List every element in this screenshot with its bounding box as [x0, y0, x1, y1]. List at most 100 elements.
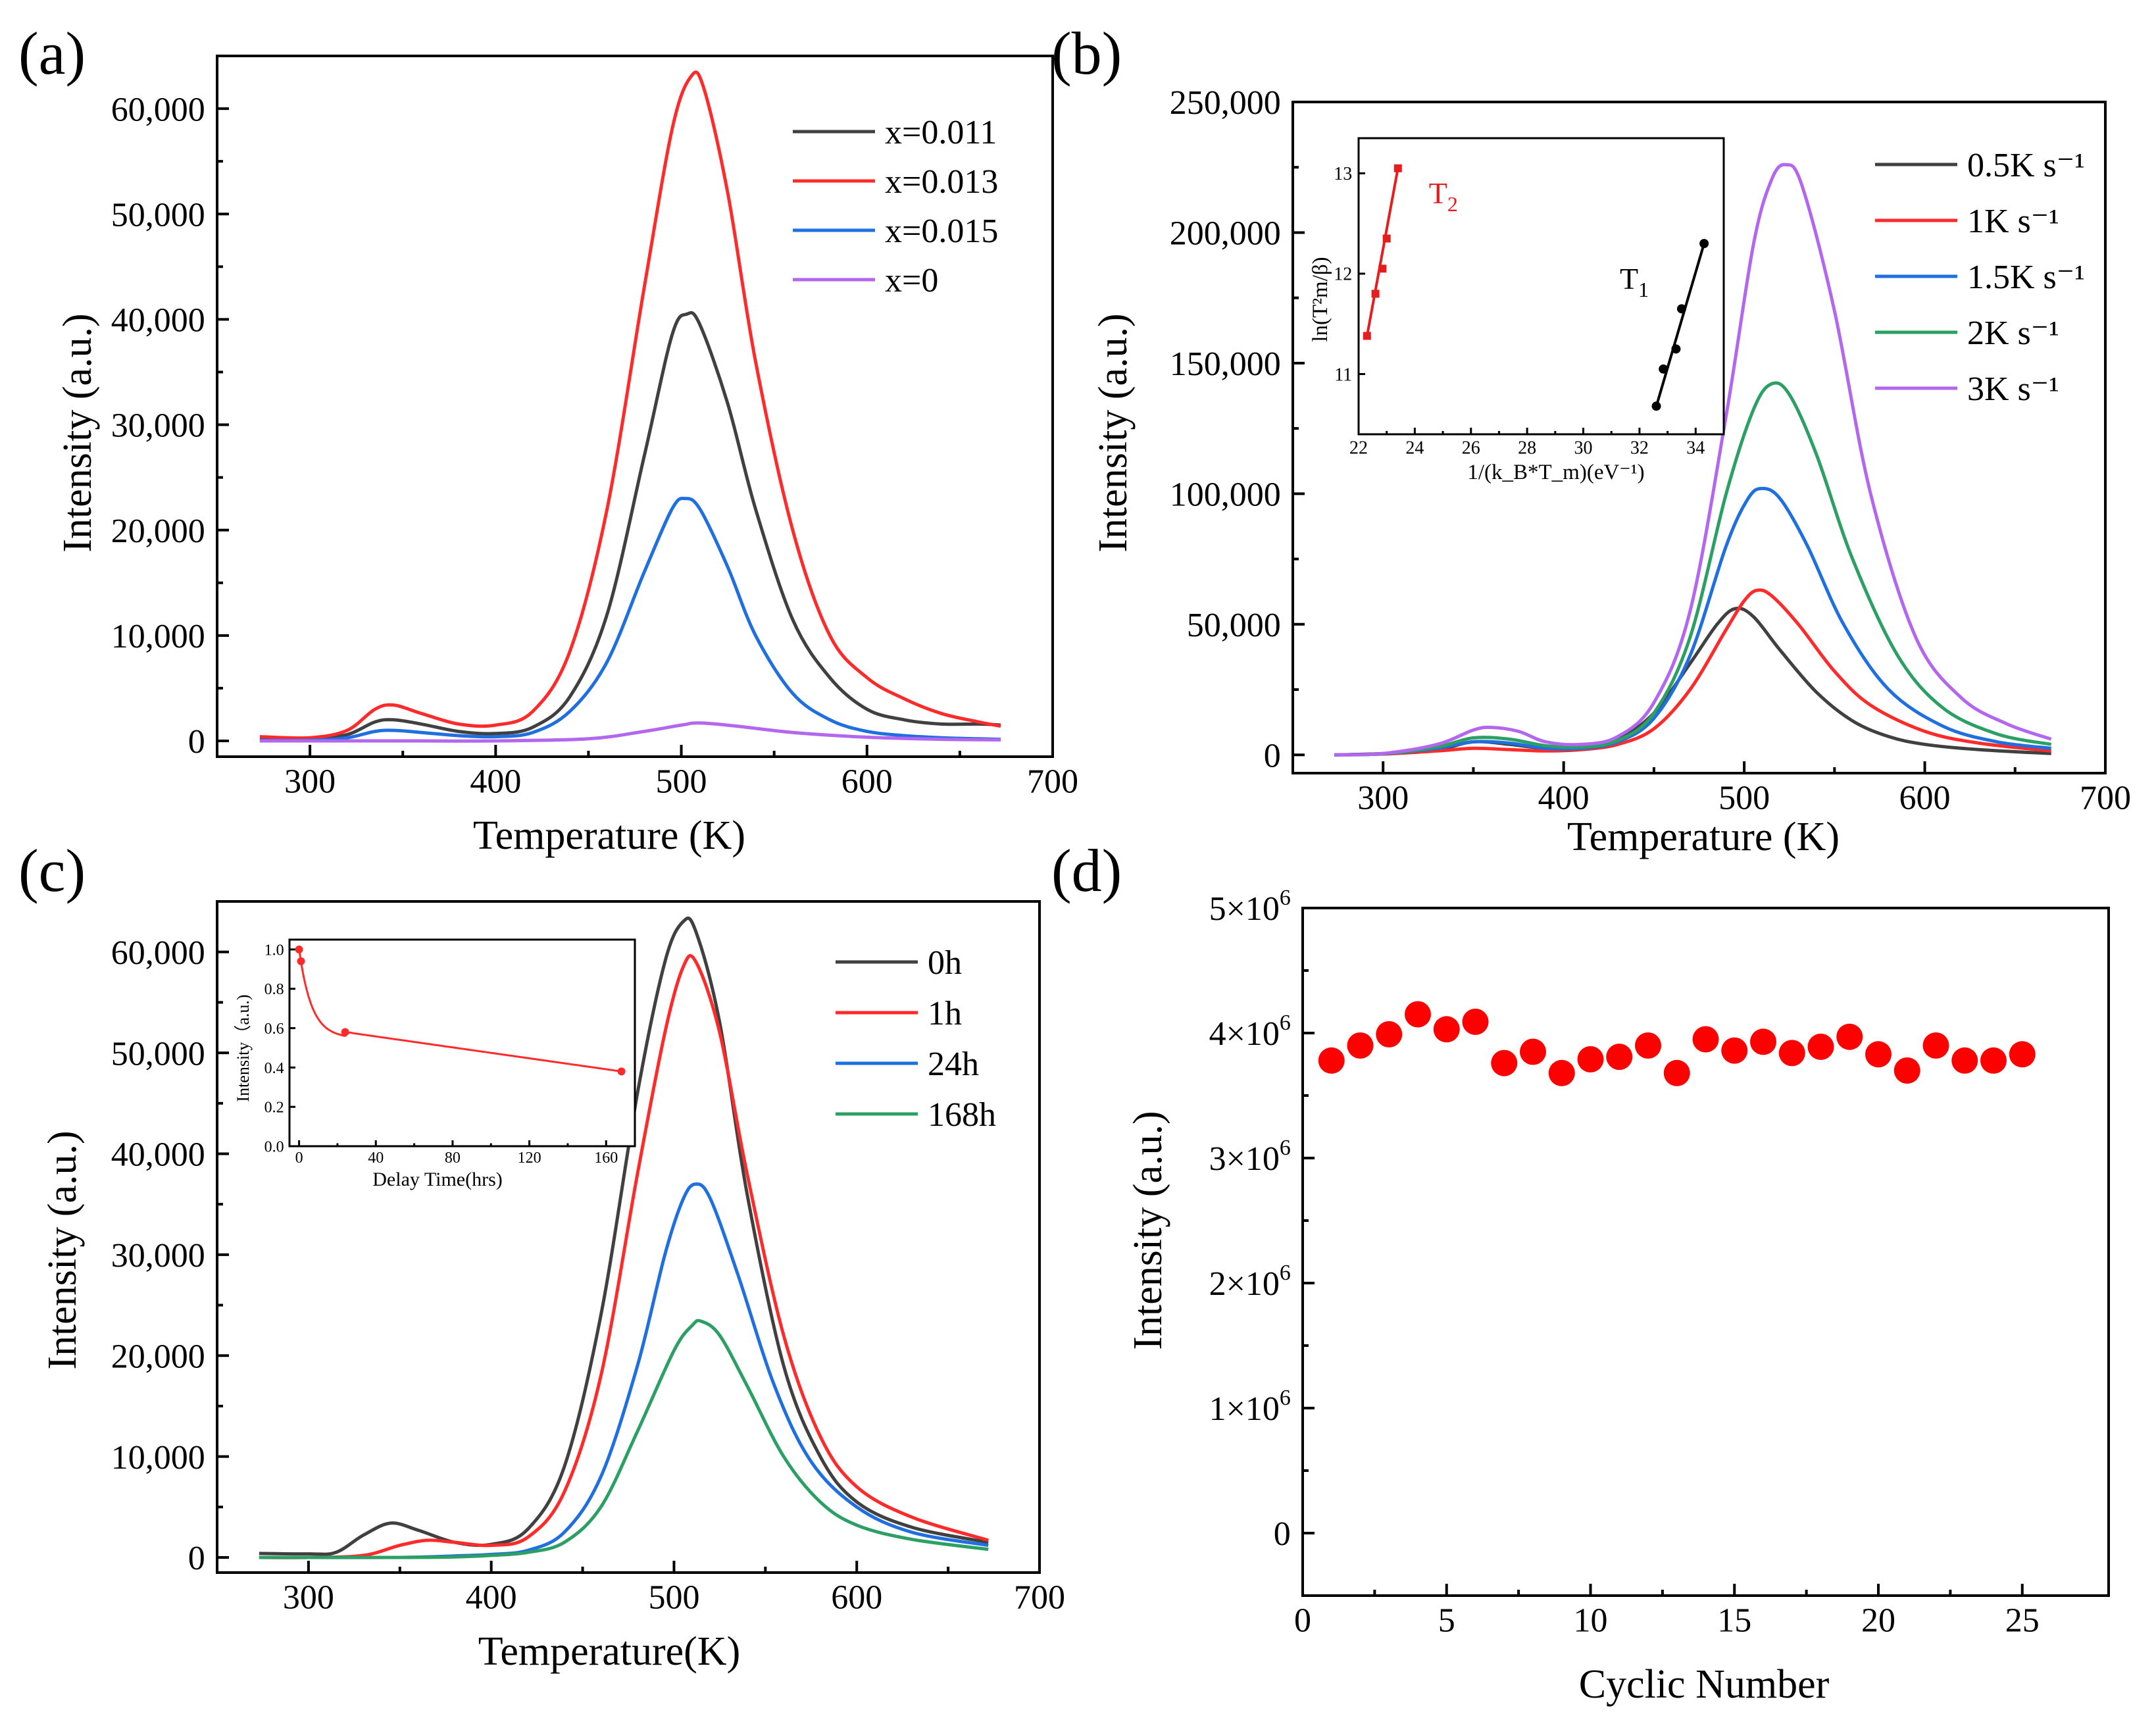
series-line-a-3 [259, 496, 1001, 742]
y-tick-label-d: 1×106 [1209, 1386, 1291, 1428]
data-point-d [1663, 1059, 1690, 1086]
data-point-d [1577, 1046, 1604, 1073]
inset-point-T1 [1671, 344, 1681, 354]
y-tick-label-a: 10,000 [111, 618, 205, 655]
x-tick-label-b-inset: 34 [1686, 438, 1705, 458]
y-tick-label-c-inset: 0.0 [264, 1138, 284, 1155]
y-tick-label-d: 3×106 [1209, 1136, 1291, 1178]
y-tick-label-d: 2×106 [1209, 1261, 1291, 1303]
x-axis-label-a: Temperature (K) [473, 813, 745, 858]
legend-label-c-2: 1h [928, 995, 962, 1032]
series-line-c-2 [259, 953, 989, 1559]
legend-label-c-4: 168h [928, 1096, 996, 1134]
legend-label-a-3: x=0.015 [885, 213, 998, 250]
data-point-d [1721, 1037, 1748, 1064]
y-tick-label-c-inset: 0.2 [264, 1099, 284, 1117]
panel-c: 300 400 500 600 700010,00020,00030,00040,000… [40, 900, 1065, 1674]
series-line-b-3 [1334, 486, 2052, 757]
x-tick-label-b-inset: 32 [1630, 438, 1649, 458]
data-point-d [1778, 1040, 1805, 1067]
inset-frame-c [288, 938, 636, 1148]
inset-fit-line-T1 [1655, 243, 1706, 407]
x-tick-label-c: 600 [831, 1579, 882, 1617]
inset-decay-point [341, 1028, 349, 1036]
data-point-d [1548, 1059, 1575, 1086]
x-tick-label-a: 500 [656, 763, 707, 801]
inset-b-x-label: 1/(k_B*T_m)(eV⁻¹) [1467, 461, 1644, 484]
y-tick-label-c-inset: 1.0 [264, 942, 284, 959]
y-tick-label-c: 40,000 [111, 1136, 205, 1174]
inset-series-label-subscript: 1 [1638, 278, 1649, 301]
y-tick-label-b: 150,000 [1170, 345, 1281, 383]
x-tick-label-b: 300 [1357, 780, 1409, 817]
data-point-d [1405, 1001, 1431, 1028]
y-tick-label-b-inset: 11 [1334, 365, 1352, 385]
y-tick-label-b: 50,000 [1187, 607, 1281, 644]
panel-a: 300 400 500 600 700 0 10,000 20,000 30,000 40,000… [55, 55, 1078, 858]
legend-label-b-4: 2K s⁻¹ [1967, 315, 2059, 352]
x-tick-label-a: 300 [284, 763, 336, 801]
axes-frame-a [216, 55, 1054, 758]
legend-label-b-5: 3K s⁻¹ [1967, 370, 2059, 408]
x-tick-label-c: 400 [466, 1579, 517, 1617]
data-point-d [1692, 1026, 1719, 1053]
x-tick-label-d: 20 [1861, 1602, 1895, 1640]
y-tick-label-c: 0 [188, 1540, 205, 1577]
x-tick-label-c: 500 [648, 1579, 699, 1617]
data-point-d [1951, 1047, 1978, 1074]
y-tick-label-a: 20,000 [111, 513, 205, 550]
inset-series-label-subscript: 2 [1447, 192, 1458, 216]
inset-decay-point [297, 957, 305, 965]
y-tick-label-d: 4×106 [1209, 1011, 1291, 1053]
y-tick-label-c-inset: 0.8 [264, 981, 284, 998]
inset-series-label-T1: T1 [1620, 262, 1649, 301]
x-tick-label-b: 700 [2080, 780, 2131, 817]
data-point-d [1606, 1044, 1633, 1071]
inset-point-T1 [1676, 304, 1686, 314]
series-line-a-2 [259, 70, 1001, 740]
y-axis-label-a: Intensity (a.u.) [55, 313, 100, 552]
inset-b-y-label: ln(T²m/β) [1309, 257, 1332, 341]
y-tick-exponent-d: 6 [1280, 1261, 1291, 1285]
y-tick-label-c: 20,000 [111, 1338, 205, 1375]
y-tick-label-d: 0 [1274, 1515, 1291, 1553]
panel-b: 300 400 500 600 700 0 50,000 100,000 150,000 200,… [1091, 84, 2131, 859]
y-tick-label-c: 50,000 [111, 1035, 205, 1073]
series-line-a-1 [259, 311, 1001, 741]
data-point-d [1318, 1047, 1345, 1074]
axes-frame-c [216, 900, 1041, 1574]
plot-area-c: 300 400 500 600 700010,00020,00030,00040,000… [111, 900, 1065, 1617]
data-point-d [1433, 1016, 1460, 1043]
inset-frame-b [1357, 137, 1725, 436]
inset-point-T2 [1363, 332, 1371, 340]
x-tick-label-c: 300 [283, 1579, 334, 1617]
y-tick-label-b: 0 [1264, 737, 1281, 774]
y-axis-label-d: Intensity (a.u.) [1126, 1111, 1170, 1350]
x-tick-label-c: 700 [1014, 1579, 1065, 1617]
inset-c: 0 40 80 120 160 0.0 0.2 0.4 0.6 0.8 1.0 [264, 938, 636, 1167]
legend-label-b-2: 1K s⁻¹ [1967, 203, 2059, 240]
y-tick-label-c: 10,000 [111, 1439, 205, 1477]
x-tick-label-b-inset: 30 [1574, 438, 1593, 458]
inset-point-T2 [1378, 265, 1387, 273]
legend-label-c-1: 0h [928, 944, 962, 982]
x-tick-label-d: 5 [1438, 1602, 1455, 1640]
inset-point-T2 [1393, 164, 1402, 172]
inset-decay-point [295, 945, 303, 953]
data-point-d [1347, 1032, 1374, 1059]
y-tick-label-a: 30,000 [111, 407, 205, 445]
data-point-d [1462, 1008, 1489, 1035]
data-point-d [1376, 1021, 1403, 1048]
inset-point-T2 [1382, 234, 1391, 243]
inset-c-x-label: Delay Time(hrs) [372, 1169, 503, 1190]
panel-label-d: (d) [1051, 837, 1122, 904]
y-tick-exponent-d: 6 [1280, 886, 1291, 910]
inset-fit-line-T2 [1365, 168, 1399, 336]
y-tick-exponent-d: 6 [1280, 1136, 1291, 1160]
inset-point-T1 [1659, 364, 1668, 374]
x-tick-label-c-inset: 80 [445, 1150, 461, 1167]
data-point-d [1635, 1032, 1661, 1059]
data-point-d [1893, 1057, 1920, 1084]
x-tick-label-b-inset: 22 [1349, 438, 1368, 458]
